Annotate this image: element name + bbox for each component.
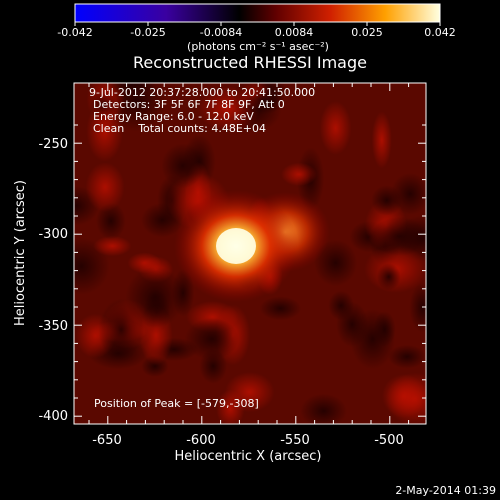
colorbar-tick-label: -0.0084 xyxy=(200,26,242,39)
x-tick-label: -650 xyxy=(92,433,122,448)
y-tick-label: -400 xyxy=(38,409,68,424)
map-texture-blob xyxy=(409,282,426,333)
map-texture-blob xyxy=(371,111,392,169)
map-texture-blob xyxy=(319,101,352,155)
y-tick-label: -300 xyxy=(38,227,68,242)
colorbar-tick-label: -0.025 xyxy=(130,26,165,39)
map-texture-blob xyxy=(387,344,426,369)
map-texture-blob xyxy=(95,202,126,240)
colorbar-units: (photons cm⁻² s⁻¹ asec⁻²) xyxy=(187,40,329,53)
peak-position: Position of Peak = [-579,-308] xyxy=(94,397,259,410)
colorbar-tick-label: -0.042 xyxy=(57,26,92,39)
y-tick-label: -250 xyxy=(38,137,68,152)
map-texture-blob xyxy=(382,374,426,418)
map-texture-blob xyxy=(86,100,123,162)
image-title: Reconstructed RHESSI Image xyxy=(133,53,367,72)
x-tick-label: -550 xyxy=(280,433,310,448)
time-range: 9-Jul-2012 20:37:28.000 to 20:41:50.000 xyxy=(89,86,315,99)
x-tick-label: -500 xyxy=(374,433,404,448)
map-texture-blob xyxy=(224,371,275,413)
map-texture-blob xyxy=(259,296,302,321)
timestamp-footer: 2-May-2014 01:39 xyxy=(395,484,496,497)
map-texture-blob xyxy=(93,235,132,257)
axis-ticks xyxy=(74,83,426,424)
map-texture-blob xyxy=(161,143,205,189)
map-texture-blob xyxy=(281,162,317,187)
colorbar xyxy=(74,3,441,23)
map-texture-blob xyxy=(370,216,426,257)
colorbar-tick-label: 0.042 xyxy=(424,26,456,39)
map-texture-blob xyxy=(314,239,358,287)
map-texture-blob xyxy=(108,83,156,96)
map-texture-blob xyxy=(184,317,239,361)
colorbar-ticks xyxy=(74,22,441,26)
map-texture-blob xyxy=(300,393,347,424)
map-texture-blob xyxy=(85,162,125,212)
x-axis-label: Heliocentric X (arcsec) xyxy=(175,449,322,464)
rhessi-map xyxy=(74,83,426,424)
detectors-info: Detectors: 3F 5F 6F 7F 8F 9F, Att 0 xyxy=(93,98,285,111)
map-texture-blob xyxy=(350,309,396,370)
map-texture-blob xyxy=(371,185,403,216)
map-texture-blob xyxy=(376,263,401,291)
y-tick-label: -350 xyxy=(38,319,68,334)
colorbar-tick-label: 0.0084 xyxy=(275,26,314,39)
map-frame xyxy=(73,82,427,425)
clean-total-counts: Clean Total counts: 4.48E+04 xyxy=(93,122,266,135)
energy-range: Energy Range: 6.0 - 12.0 keV xyxy=(93,110,254,123)
map-texture-blob xyxy=(244,87,285,115)
colorbar-tick-label: 0.025 xyxy=(351,26,383,39)
y-axis-label: Heliocentric Y (arcsec) xyxy=(13,180,28,326)
x-tick-label: -600 xyxy=(186,433,216,448)
map-texture-blob xyxy=(98,298,145,362)
map-texture-blob xyxy=(199,348,228,384)
